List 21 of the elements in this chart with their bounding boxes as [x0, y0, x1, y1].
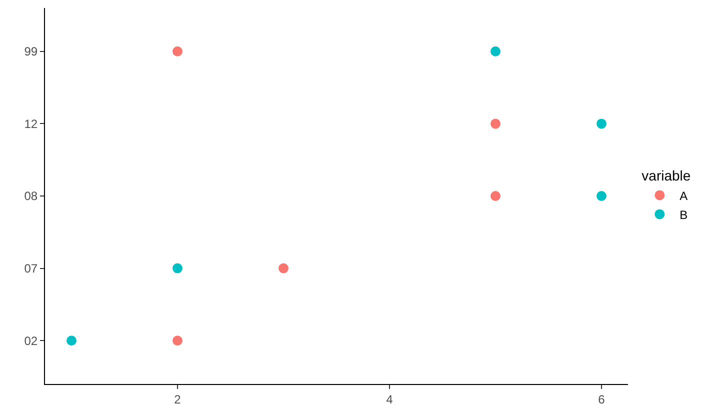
point	[596, 191, 606, 201]
legend-label: A	[680, 188, 688, 203]
point	[172, 263, 182, 274]
point	[490, 118, 500, 129]
x-tick-label: 6	[598, 392, 606, 406]
legend-label: B	[680, 208, 688, 222]
x-tick-label: 4	[386, 392, 394, 406]
point	[172, 46, 182, 56]
y-tick-label: 12	[24, 116, 38, 131]
point	[172, 336, 182, 346]
legend-title: variable	[642, 168, 691, 184]
y-tick-label: 08	[24, 189, 38, 204]
x-tick-label: 2	[174, 392, 182, 406]
y-tick-label: 99	[24, 44, 38, 59]
y-tick-label: 02	[24, 334, 38, 348]
point	[596, 118, 606, 129]
point	[490, 46, 500, 56]
point	[278, 263, 288, 274]
point	[490, 191, 500, 201]
point	[66, 336, 76, 346]
y-tick-label: 07	[24, 262, 38, 276]
